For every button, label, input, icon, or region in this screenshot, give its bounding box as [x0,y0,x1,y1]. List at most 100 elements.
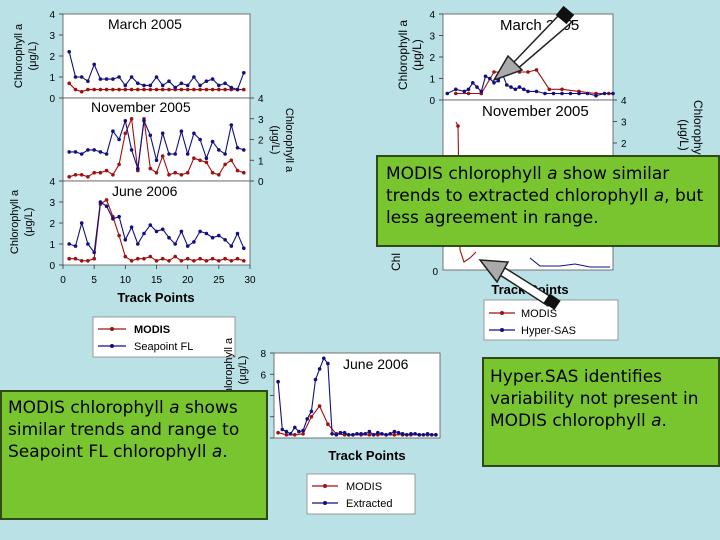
y-tick-label: 3 [429,32,435,43]
data-point [466,91,471,96]
data-point [204,156,209,160]
data-point [330,432,334,436]
y-tick-label: 0 [432,267,438,278]
panel-title: June 2006 [343,356,409,372]
y-tick-label: 3 [49,31,55,42]
data-point [136,242,140,246]
data-point [509,85,513,89]
panel-title: November 2005 [482,103,589,120]
data-point [192,131,196,136]
data-point [67,50,71,54]
data-point [148,83,153,88]
callout-text: . [661,410,667,431]
legend-marker-hypersas [500,328,504,332]
data-point [367,433,372,437]
data-point [409,432,413,436]
data-point [611,91,615,96]
callout-modis-vs-seapoint: MODIS chlorophyll a shows similar trends… [0,390,268,520]
data-point [198,137,202,142]
data-point [223,238,227,242]
data-point [513,87,518,92]
y-axis-label-partial: Chl [389,253,403,271]
data-point [160,131,165,136]
data-point [104,168,109,173]
data-point [429,433,434,437]
data-point [136,256,140,261]
data-point [160,87,165,92]
data-point [179,129,184,133]
y-axis-label-line2: (μg/L) [237,356,249,385]
data-point [123,131,128,136]
data-point [104,77,109,81]
callout-hypersas: Hyper.SAS identifies variability not pre… [482,357,720,467]
data-point [210,170,215,175]
y-tick-label: 1 [49,240,55,251]
y-tick-label: 0 [49,94,55,105]
callout-modis-vs-extracted: MODIS chlorophyll a show similar trends … [376,155,720,247]
data-point [229,85,234,90]
data-point [173,85,177,90]
data-point [405,433,409,437]
data-point [129,225,134,229]
data-point [79,75,84,79]
data-point [173,170,177,175]
data-point [475,85,479,89]
data-point [136,81,140,86]
data-point [217,148,221,152]
data-point [185,87,190,92]
data-point [179,87,184,92]
data-point [392,433,397,437]
y-tick-label: 2 [49,52,55,63]
arrow-tail [555,5,575,25]
data-point [92,170,96,175]
data-point [483,74,488,79]
y-tick-label: 3 [621,118,627,129]
data-point [98,200,103,204]
data-point [111,173,115,177]
data-point [235,231,240,236]
data-point [517,85,522,89]
data-point [142,119,146,123]
data-point [276,430,280,435]
data-point [479,89,484,94]
partial-series-hypersas [529,257,610,268]
data-point [79,89,84,94]
legend-marker-extracted [323,501,327,505]
data-point [160,154,165,158]
data-point [242,170,246,175]
data-point [217,259,221,263]
data-point [392,429,397,434]
data-point [148,87,153,92]
data-point [454,91,458,96]
data-point [492,70,496,74]
data-point [67,256,71,261]
data-point [309,409,314,414]
data-point [492,81,496,85]
data-point [73,87,78,92]
panel-title: November 2005 [91,99,191,115]
y-tick-label: 2 [258,136,264,147]
data-point [129,259,134,263]
data-point [192,240,196,244]
data-point [129,117,134,121]
data-point [179,229,184,234]
arrow-head [478,259,510,284]
data-point [198,83,202,88]
data-point [235,146,240,150]
data-point [359,432,363,436]
data-point [376,430,380,435]
data-point [111,77,115,81]
data-point [154,229,159,234]
y-axis-label-line2: (μg/L) [677,119,691,151]
callout-text: shows similar trends and range to Seapoi… [8,398,240,462]
data-point [235,256,240,261]
data-point [73,244,78,248]
panel-left-june-2006: June 2006 0 1 2 3 4 0 5 10 15 20 25 30 Chlorophyll… [9,177,256,305]
data-point [577,91,581,96]
data-point [380,432,384,436]
data-point [242,71,246,75]
data-point [526,89,530,94]
plot-area [273,352,441,439]
data-point [217,83,221,88]
data-point [160,83,165,88]
